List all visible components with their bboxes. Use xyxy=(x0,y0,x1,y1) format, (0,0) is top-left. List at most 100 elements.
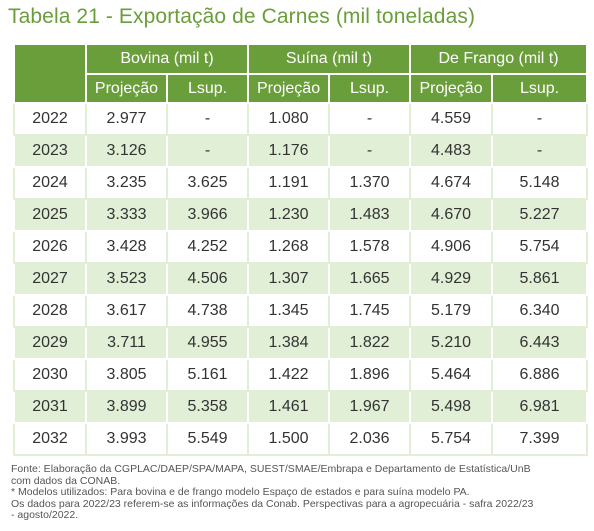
value-cell: 1.307 xyxy=(247,262,331,296)
subheader-projecao: Projeção xyxy=(85,73,168,104)
table-row: 2025 3.333 3.966 1.230 1.483 4.670 5.227 xyxy=(13,198,589,232)
value-cell: 1.268 xyxy=(247,230,331,264)
table-row: 2022 2.977-1.080-4.559- xyxy=(13,102,589,136)
value-cell: 1.665 xyxy=(328,262,412,296)
year-cell: 2029 xyxy=(13,326,87,360)
value-cell: 3.711 xyxy=(85,326,168,360)
subheader-projecao: Projeção xyxy=(409,73,494,104)
value-cell: 1.896 xyxy=(328,358,412,392)
value-cell: - xyxy=(328,102,412,136)
year-cell: 2022 xyxy=(13,102,87,136)
table-row: 2023 3.126-1.176-4.483- xyxy=(13,134,589,168)
value-cell: 1.422 xyxy=(247,358,331,392)
export-table: Bovina (mil t) Suína (mil t) De Frango (… xyxy=(13,43,589,456)
value-cell: 1.578 xyxy=(328,230,412,264)
footnote-line: com dados da CONAB. xyxy=(11,474,121,487)
value-cell: 5.464 xyxy=(409,358,494,392)
value-cell: 3.805 xyxy=(85,358,168,392)
value-cell: 1.822 xyxy=(328,326,412,360)
subheader-lsup: Lsup. xyxy=(491,73,589,104)
value-cell: - xyxy=(165,102,250,136)
table-row: 2028 3.617 4.738 1.345 1.745 5.179 6.340 xyxy=(13,294,589,328)
value-cell: 2.036 xyxy=(328,422,412,456)
value-cell: 1.745 xyxy=(328,294,412,328)
subheader-lsup: Lsup. xyxy=(328,73,412,104)
year-cell: 2032 xyxy=(13,422,87,456)
value-cell: 5.861 xyxy=(491,262,589,296)
value-cell: 1.230 xyxy=(247,198,331,232)
value-cell: 4.506 xyxy=(165,262,250,296)
value-cell: - xyxy=(491,134,589,168)
table-row: 2031 3.899 5.358 1.461 1.967 5.498 6.981 xyxy=(13,390,589,424)
footnote-line: Fonte: Elaboração da CGPLAC/DAEP/SPA/MAP… xyxy=(11,463,531,475)
value-cell: 7.399 xyxy=(491,422,589,456)
value-cell: 5.210 xyxy=(409,326,494,360)
value-cell: 1.500 xyxy=(247,422,331,456)
footnote-line: Os dados para 2022/23 referem-se as info… xyxy=(11,497,534,510)
value-cell: 6.981 xyxy=(491,390,589,424)
value-cell: 3.625 xyxy=(165,166,250,200)
table-row: 2032 3.993 5.549 1.500 2.036 5.754 7.399 xyxy=(13,422,589,456)
value-cell: 1.370 xyxy=(328,166,412,200)
value-cell: 4.738 xyxy=(165,294,250,328)
value-cell: 6.443 xyxy=(491,326,589,360)
table-row: 2027 3.523 4.506 1.307 1.665 4.929 5.861 xyxy=(13,262,589,296)
year-cell: 2027 xyxy=(13,262,87,296)
value-cell: 3.126 xyxy=(85,134,168,168)
value-cell: 4.483 xyxy=(409,134,494,168)
value-cell: 5.549 xyxy=(165,422,250,456)
value-cell: - xyxy=(491,102,589,136)
value-cell: 4.929 xyxy=(409,262,494,296)
year-cell: 2030 xyxy=(13,358,87,392)
value-cell: 5.227 xyxy=(491,198,589,232)
value-cell: 4.955 xyxy=(165,326,250,360)
table-row: 2026 3.428 4.252 1.268 1.578 4.906 5.754 xyxy=(13,230,589,264)
value-cell: 4.906 xyxy=(409,230,494,264)
value-cell: - xyxy=(328,134,412,168)
value-cell: 3.523 xyxy=(85,262,168,296)
header-corner xyxy=(13,43,87,104)
subheader-lsup: Lsup. xyxy=(165,73,250,104)
value-cell: 5.754 xyxy=(409,422,494,456)
value-cell: 5.161 xyxy=(165,358,250,392)
year-cell: 2031 xyxy=(13,390,87,424)
value-cell: 1.345 xyxy=(247,294,331,328)
value-cell: 3.333 xyxy=(85,198,168,232)
table-body: 2022 2.977-1.080-4.559-2023 3.126-1.176-4.… xyxy=(13,102,589,456)
year-cell: 2026 xyxy=(13,230,87,264)
table-title: Tabela 21 - Exportação de Carnes (mil to… xyxy=(8,5,476,28)
value-cell: 5.179 xyxy=(409,294,494,328)
subheader-projecao: Projeção xyxy=(247,73,331,104)
table-row: 2029 3.711 4.955 1.384 1.822 5.210 6.443 xyxy=(13,326,589,360)
value-cell: 4.252 xyxy=(165,230,250,264)
table-row: 2024 3.235 3.625 1.191 1.370 4.674 5.148 xyxy=(13,166,589,200)
year-cell: 2028 xyxy=(13,294,87,328)
footnote-line: - agosto/2022. xyxy=(11,509,79,521)
footnote-line: * Modelos utilizados: Para bovina e de f… xyxy=(11,486,470,498)
value-cell: 2.977 xyxy=(85,102,168,136)
year-cell: 2025 xyxy=(13,198,87,232)
year-cell: 2023 xyxy=(13,134,87,168)
value-cell: 5.754 xyxy=(491,230,589,264)
value-cell: 3.617 xyxy=(85,294,168,328)
year-cell: 2024 xyxy=(13,166,87,200)
value-cell: 5.148 xyxy=(491,166,589,200)
value-cell: 4.670 xyxy=(409,198,494,232)
value-cell: 6.886 xyxy=(491,358,589,392)
value-cell: 3.235 xyxy=(85,166,168,200)
value-cell: 1.483 xyxy=(328,198,412,232)
table-row: 2030 3.805 5.161 1.422 1.896 5.464 6.886 xyxy=(13,358,589,392)
value-cell: 3.966 xyxy=(165,198,250,232)
value-cell: 5.358 xyxy=(165,390,250,424)
value-cell: 4.559 xyxy=(409,102,494,136)
value-cell: 6.340 xyxy=(491,294,589,328)
value-cell: 1.461 xyxy=(247,390,331,424)
footnote: Fonte: Elaboração da CGPLAC/DAEP/SPA/MAP… xyxy=(11,463,586,522)
value-cell: 1.191 xyxy=(247,166,331,200)
value-cell: 1.384 xyxy=(247,326,331,360)
value-cell: 3.993 xyxy=(85,422,168,456)
header-group-suina: Suína (mil t) xyxy=(247,43,412,75)
value-cell: - xyxy=(165,134,250,168)
value-cell: 3.899 xyxy=(85,390,168,424)
header-group-bovina: Bovina (mil t) xyxy=(84,43,250,75)
